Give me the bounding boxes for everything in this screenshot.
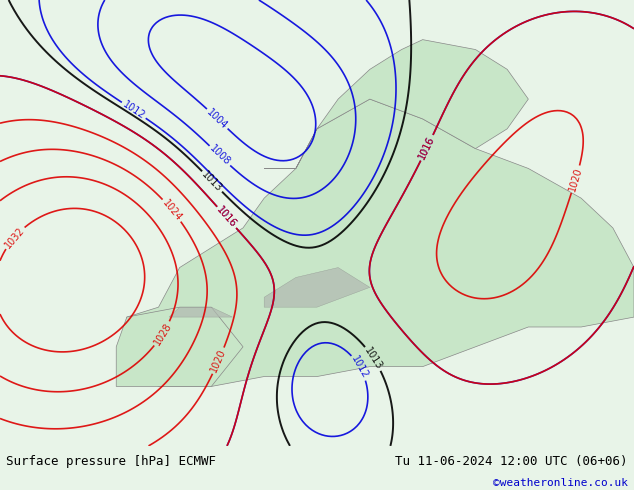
Text: 1016: 1016 — [417, 135, 437, 161]
Text: 1024: 1024 — [160, 197, 184, 223]
Text: 1016: 1016 — [215, 205, 238, 230]
Polygon shape — [264, 40, 528, 169]
Text: 1013: 1013 — [363, 345, 384, 371]
Text: 1004: 1004 — [205, 107, 230, 131]
Polygon shape — [169, 307, 233, 317]
Text: Tu 11-06-2024 12:00 UTC (06+06): Tu 11-06-2024 12:00 UTC (06+06) — [395, 455, 628, 468]
Text: 1012: 1012 — [349, 354, 370, 381]
Text: 1016: 1016 — [417, 135, 437, 161]
Polygon shape — [264, 268, 370, 307]
Text: 1013: 1013 — [200, 169, 224, 194]
Polygon shape — [116, 307, 243, 387]
Text: 1032: 1032 — [3, 225, 26, 250]
Text: 1012: 1012 — [121, 99, 147, 121]
Text: 1020: 1020 — [209, 347, 228, 374]
Polygon shape — [127, 99, 634, 387]
Text: 1008: 1008 — [207, 144, 232, 168]
Text: 1028: 1028 — [152, 321, 173, 347]
Text: ©weatheronline.co.uk: ©weatheronline.co.uk — [493, 478, 628, 489]
Text: 1016: 1016 — [215, 205, 238, 230]
Text: Surface pressure [hPa] ECMWF: Surface pressure [hPa] ECMWF — [6, 455, 216, 468]
Text: 1020: 1020 — [567, 166, 584, 193]
